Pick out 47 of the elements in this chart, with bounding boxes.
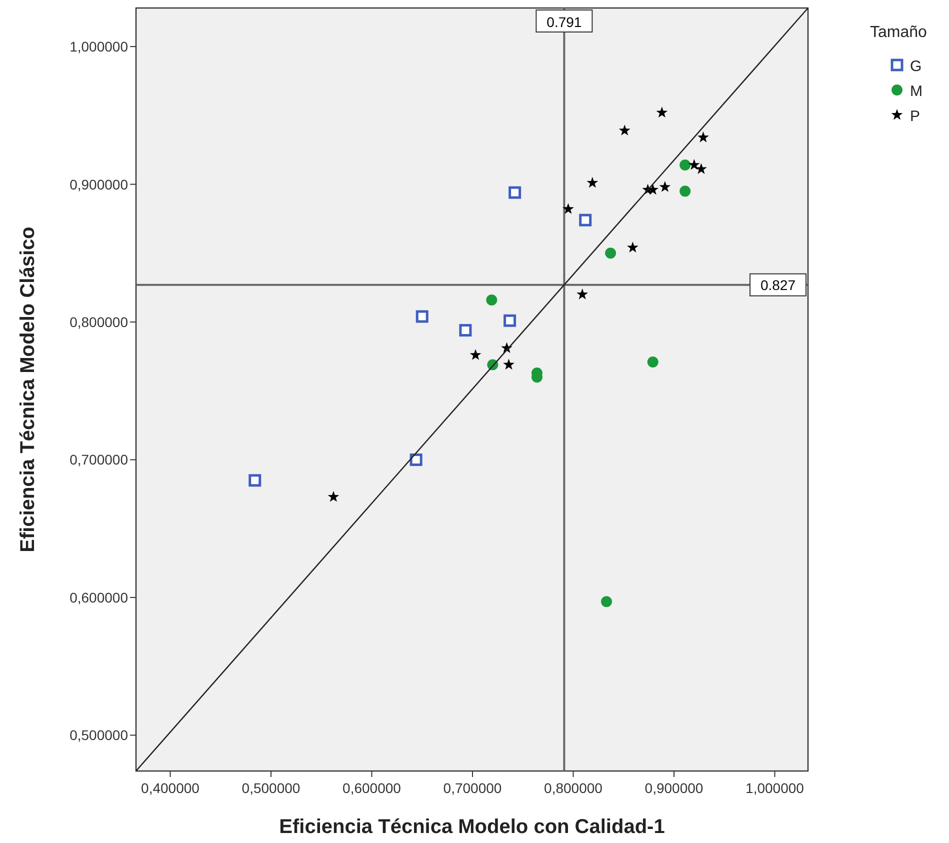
point — [618, 124, 630, 136]
point — [459, 324, 472, 337]
point — [656, 106, 668, 118]
point — [579, 214, 592, 226]
y-tick-label: 0,700000 — [70, 452, 128, 468]
x-tick-label: 1,000000 — [746, 780, 804, 796]
point — [696, 163, 707, 174]
x-tick-label: 0,600000 — [342, 780, 402, 796]
point — [647, 356, 658, 368]
x-tick-label: 0,900000 — [644, 780, 704, 796]
legend-label: M — [910, 83, 922, 100]
y-tick-label: 1,000000 — [70, 38, 128, 55]
point — [470, 349, 482, 360]
legend-label: G — [910, 58, 922, 75]
y-tick-label: 0,900000 — [70, 176, 128, 192]
point — [605, 248, 616, 259]
point — [248, 474, 262, 487]
legend-title: Tamaño — [870, 24, 928, 41]
point — [328, 490, 340, 502]
point — [680, 160, 691, 171]
point — [503, 358, 514, 370]
point — [416, 310, 428, 323]
x-axis-title: Eficiencia Técnica Modelo con Calidad-1 — [279, 816, 665, 838]
y-tick-label: 0,500000 — [70, 727, 128, 744]
point — [504, 314, 516, 327]
ref-line-label: 0.827 — [760, 276, 796, 293]
point — [486, 294, 498, 306]
x-tick-label: 0,800000 — [544, 780, 603, 796]
x-tick-label: 0,400000 — [141, 780, 200, 796]
point — [508, 186, 522, 199]
y-tick-label: 0,600000 — [70, 589, 128, 606]
x-tick-label: 0,700000 — [443, 780, 502, 796]
point — [586, 176, 598, 188]
y-tick-label: 0,800000 — [70, 314, 128, 330]
point — [576, 288, 588, 300]
point — [601, 596, 612, 608]
x-tick-label: 0,500000 — [242, 780, 300, 796]
ref-line-label: 0.791 — [546, 14, 582, 30]
y-axis-title: Eficiencia Técnica Modelo Clásico — [17, 226, 39, 552]
point — [410, 453, 422, 466]
point — [562, 203, 574, 214]
point — [659, 181, 671, 192]
point — [626, 242, 638, 252]
point — [680, 186, 691, 197]
legend-label: P — [910, 108, 920, 125]
point — [688, 159, 700, 170]
point — [698, 131, 709, 142]
